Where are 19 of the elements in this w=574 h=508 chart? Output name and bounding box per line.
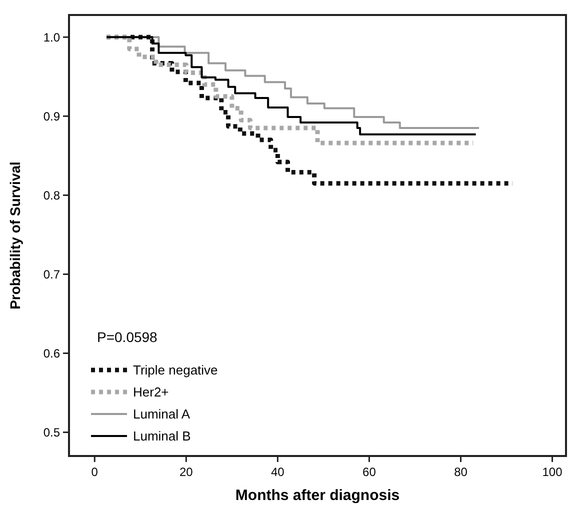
x-axis-title: Months after diagnosis bbox=[235, 487, 400, 504]
y-tick-label: 0.9 bbox=[43, 109, 60, 124]
y-tick-label: 0.7 bbox=[43, 267, 60, 282]
legend-label: Luminal B bbox=[133, 428, 191, 444]
y-tick-label: 0.6 bbox=[43, 346, 60, 360]
x-tick-label: 80 bbox=[454, 465, 468, 479]
legend-label: Her2+ bbox=[133, 384, 169, 400]
legend-label: Luminal A bbox=[133, 406, 190, 422]
annotation: P=0.0598 bbox=[97, 329, 158, 345]
legend-label: Triple negative bbox=[133, 362, 218, 378]
y-tick-label: 0.5 bbox=[43, 425, 60, 440]
y-axis-title: Probability of Survival bbox=[7, 162, 23, 310]
x-tick-label: 100 bbox=[542, 465, 563, 479]
x-tick-label: 60 bbox=[362, 465, 376, 479]
x-tick-label: 0 bbox=[91, 465, 98, 479]
y-tick-label: 1.0 bbox=[43, 30, 60, 44]
x-tick-label: 20 bbox=[179, 465, 194, 479]
x-tick-label: 40 bbox=[271, 465, 285, 479]
y-tick-label: 0.8 bbox=[43, 188, 60, 202]
